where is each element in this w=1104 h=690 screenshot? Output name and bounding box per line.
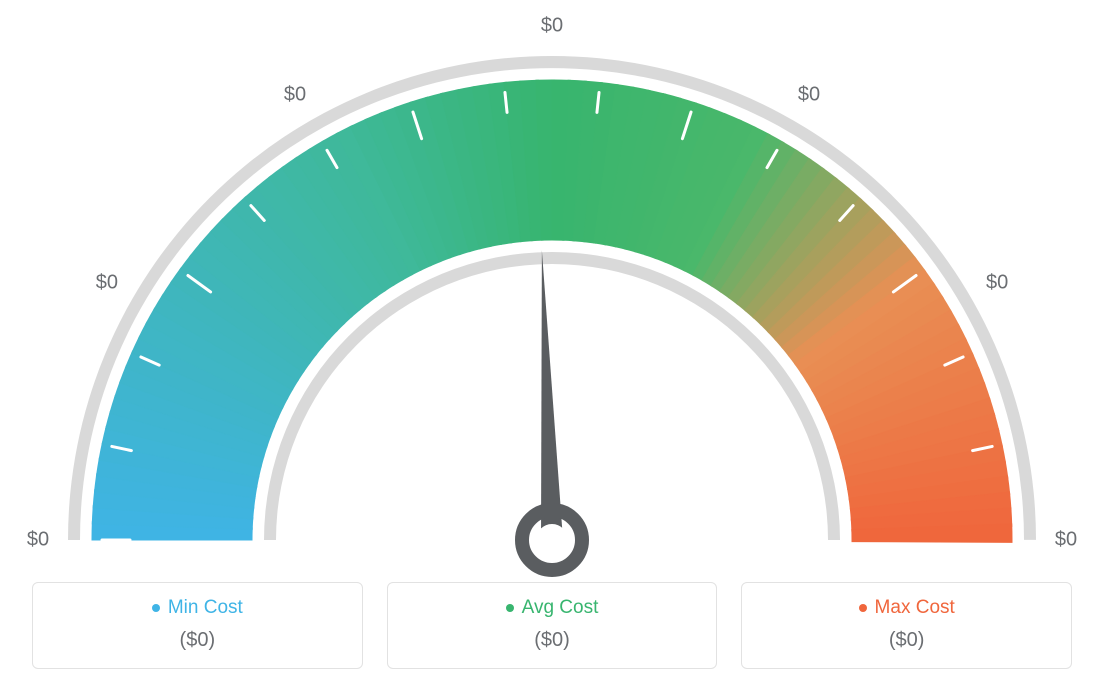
gauge-tick-label: $0 xyxy=(284,83,306,106)
legend-max-value: ($0) xyxy=(752,629,1061,652)
gauge-tick-label: $0 xyxy=(986,272,1008,295)
legend-max-dot xyxy=(859,604,867,612)
gauge-tick-label: $0 xyxy=(541,15,563,38)
legend-min-value: ($0) xyxy=(43,629,352,652)
legend-min: Min Cost ($0) xyxy=(32,582,363,669)
legend-min-title: Min Cost xyxy=(152,597,243,619)
legend-avg-label: Avg Cost xyxy=(522,597,599,619)
legend-avg-dot xyxy=(506,604,514,612)
gauge-svg xyxy=(32,30,1072,590)
gauge-tick-label: $0 xyxy=(27,529,49,552)
legend-max-title: Max Cost xyxy=(859,597,955,619)
legend-min-label: Min Cost xyxy=(168,597,243,619)
legend-max-label: Max Cost xyxy=(875,597,955,619)
legend-avg-value: ($0) xyxy=(398,629,707,652)
gauge-chart: $0 $0 $0 $0 $0 $0 $0 xyxy=(0,0,1104,570)
legend-max: Max Cost ($0) xyxy=(741,582,1072,669)
legend-row: Min Cost ($0) Avg Cost ($0) Max Cost ($0… xyxy=(32,582,1072,669)
legend-min-dot xyxy=(152,604,160,612)
gauge-tick-label: $0 xyxy=(798,83,820,106)
legend-avg-title: Avg Cost xyxy=(506,597,599,619)
legend-avg: Avg Cost ($0) xyxy=(387,582,718,669)
gauge-tick-label: $0 xyxy=(1055,529,1077,552)
gauge-tick-label: $0 xyxy=(96,272,118,295)
